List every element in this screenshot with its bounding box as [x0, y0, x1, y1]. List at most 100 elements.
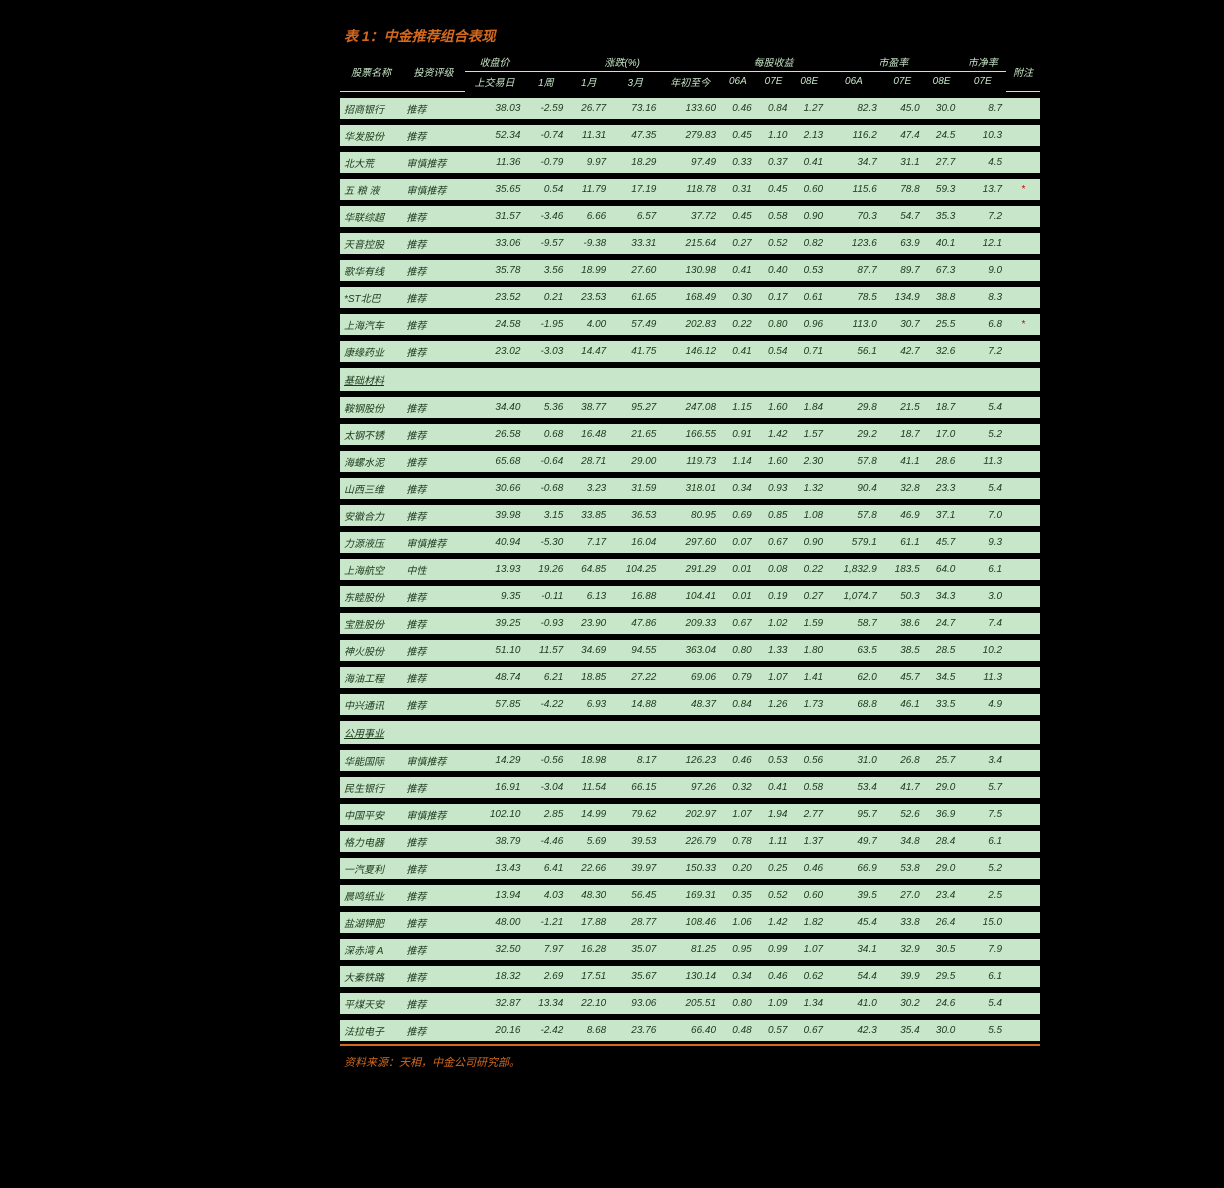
cell-chg-1w: 4.03 [524, 885, 567, 906]
cell-rating: 推荐 [402, 505, 464, 526]
cell-pb-07e: 9.3 [959, 532, 1006, 553]
col-price-group: 收盘价 [465, 52, 525, 72]
cell-rating: 推荐 [402, 586, 464, 607]
cell-chg-1w: -2.59 [524, 98, 567, 119]
cell-name: *ST北巴 [340, 287, 402, 308]
cell-eps-07e: 0.52 [756, 885, 792, 906]
cell-chg-ytd: 166.55 [660, 424, 720, 445]
cell-name: 歌华有线 [340, 260, 402, 281]
cell-rating: 推荐 [402, 98, 464, 119]
cell-price: 102.10 [465, 804, 525, 825]
cell-pe-07e: 50.3 [881, 586, 924, 607]
cell-eps-07e: 0.93 [756, 478, 792, 499]
cell-pe-06a: 49.7 [827, 831, 881, 852]
cell-chg-3m: 41.75 [610, 341, 660, 362]
cell-eps-06a: 0.48 [720, 1020, 756, 1041]
table-row: 天音控股推荐33.06-9.57-9.3833.31215.640.270.52… [340, 233, 1040, 254]
cell-pe-08e: 29.0 [924, 777, 960, 798]
cell-chg-1w: -1.21 [524, 912, 567, 933]
cell-rating: 审慎推荐 [402, 532, 464, 553]
cell-eps-06a: 0.45 [720, 206, 756, 227]
cell-chg-ytd: 104.41 [660, 586, 720, 607]
cell-eps-08e: 1.32 [791, 478, 827, 499]
cell-pb-07e: 13.7 [959, 179, 1006, 200]
cell-pe-08e: 26.4 [924, 912, 960, 933]
cell-pe-08e: 25.7 [924, 750, 960, 771]
cell-eps-07e: 0.46 [756, 966, 792, 987]
section-label: 基础材料 [340, 368, 1040, 391]
cell-chg-1w: 0.68 [524, 424, 567, 445]
cell-chg-3m: 39.97 [610, 858, 660, 879]
cell-chg-1m: 17.88 [567, 912, 610, 933]
cell-pe-08e: 24.7 [924, 613, 960, 634]
cell-eps-08e: 0.56 [791, 750, 827, 771]
cell-pb-07e: 11.3 [959, 667, 1006, 688]
cell-pb-07e: 7.5 [959, 804, 1006, 825]
cell-note [1006, 505, 1040, 526]
cell-price: 26.58 [465, 424, 525, 445]
cell-pe-08e: 30.0 [924, 1020, 960, 1041]
cell-chg-ytd: 80.95 [660, 505, 720, 526]
table-row: 盐湖钾肥推荐48.00-1.2117.8828.77108.461.061.42… [340, 912, 1040, 933]
cell-rating: 审慎推荐 [402, 750, 464, 771]
cell-eps-08e: 0.53 [791, 260, 827, 281]
col-eps-group: 每股收益 [720, 52, 827, 72]
cell-chg-ytd: 150.33 [660, 858, 720, 879]
cell-pe-08e: 32.6 [924, 341, 960, 362]
cell-pe-07e: 54.7 [881, 206, 924, 227]
cell-eps-06a: 0.07 [720, 532, 756, 553]
cell-name: 太钢不锈 [340, 424, 402, 445]
table-row: 康缘药业推荐23.02-3.0314.4741.75146.120.410.54… [340, 341, 1040, 362]
cell-eps-07e: 0.41 [756, 777, 792, 798]
cell-chg-ytd: 363.04 [660, 640, 720, 661]
cell-eps-08e: 0.60 [791, 179, 827, 200]
cell-pb-07e: 6.1 [959, 559, 1006, 580]
cell-eps-06a: 0.34 [720, 966, 756, 987]
cell-pe-08e: 28.5 [924, 640, 960, 661]
cell-pe-07e: 31.1 [881, 152, 924, 173]
cell-pe-08e: 33.5 [924, 694, 960, 715]
cell-rating: 推荐 [402, 233, 464, 254]
cell-price: 13.43 [465, 858, 525, 879]
cell-chg-1m: 7.17 [567, 532, 610, 553]
table-container: 表 1：中金推荐组合表现 股票名称 投资评级 收盘价 涨跌(%) 每股收益 市盈… [340, 20, 1040, 1070]
cell-chg-1w: 6.41 [524, 858, 567, 879]
cell-chg-ytd: 133.60 [660, 98, 720, 119]
table-row: 一汽夏利推荐13.436.4122.6639.97150.330.200.250… [340, 858, 1040, 879]
section-row: 基础材料 [340, 368, 1040, 391]
cell-chg-1m: 22.10 [567, 993, 610, 1014]
cell-pe-07e: 41.7 [881, 777, 924, 798]
cell-pb-07e: 2.5 [959, 885, 1006, 906]
cell-pb-07e: 7.9 [959, 939, 1006, 960]
cell-pb-07e: 5.5 [959, 1020, 1006, 1041]
cell-chg-1w: -1.95 [524, 314, 567, 335]
cell-rating: 推荐 [402, 287, 464, 308]
cell-rating: 推荐 [402, 478, 464, 499]
cell-eps-06a: 0.45 [720, 125, 756, 146]
cell-pe-06a: 31.0 [827, 750, 881, 771]
cell-eps-07e: 1.42 [756, 912, 792, 933]
cell-chg-ytd: 130.14 [660, 966, 720, 987]
cell-eps-06a: 0.95 [720, 939, 756, 960]
cell-pe-06a: 82.3 [827, 98, 881, 119]
cell-pe-07e: 38.6 [881, 613, 924, 634]
table-row: 力源液压审慎推荐40.94-5.307.1716.04297.600.070.6… [340, 532, 1040, 553]
cell-rating: 审慎推荐 [402, 804, 464, 825]
cell-chg-1w: 19.26 [524, 559, 567, 580]
table-row: 华能国际审慎推荐14.29-0.5618.988.17126.230.460.5… [340, 750, 1040, 771]
table-row: 平煤天安推荐32.8713.3422.1093.06205.510.801.09… [340, 993, 1040, 1014]
col-3m: 3月 [610, 72, 660, 92]
cell-pe-06a: 39.5 [827, 885, 881, 906]
cell-chg-1w: 7.97 [524, 939, 567, 960]
cell-note [1006, 152, 1040, 173]
cell-price: 35.78 [465, 260, 525, 281]
cell-price: 23.02 [465, 341, 525, 362]
cell-pb-07e: 8.7 [959, 98, 1006, 119]
cell-price: 32.50 [465, 939, 525, 960]
cell-chg-1w: -0.56 [524, 750, 567, 771]
cell-chg-1w: -4.22 [524, 694, 567, 715]
cell-chg-1w: 2.85 [524, 804, 567, 825]
cell-pe-06a: 42.3 [827, 1020, 881, 1041]
cell-chg-1w: -0.11 [524, 586, 567, 607]
cell-chg-ytd: 48.37 [660, 694, 720, 715]
